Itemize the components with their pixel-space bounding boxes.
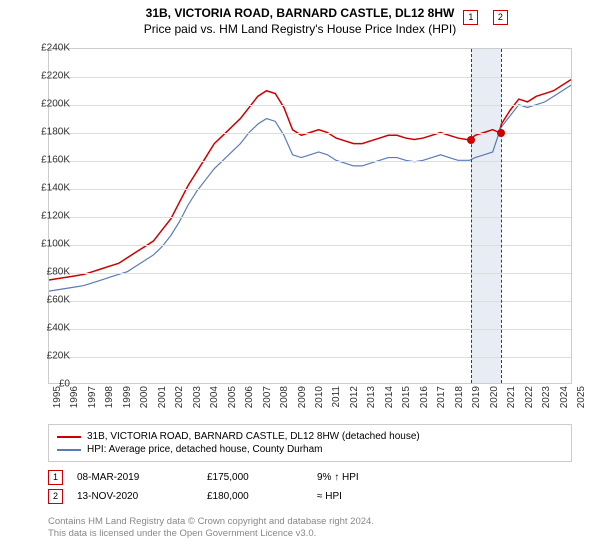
marker-line — [501, 49, 502, 383]
sale-dot — [497, 129, 505, 137]
x-axis-label: 2024 — [559, 386, 570, 408]
series-line-price_paid — [49, 80, 571, 280]
x-axis-label: 1997 — [87, 386, 98, 408]
x-axis-label: 2019 — [471, 386, 482, 408]
sales-price: £175,000 — [207, 472, 317, 483]
legend-item: 31B, VICTORIA ROAD, BARNARD CASTLE, DL12… — [57, 431, 563, 442]
gridline-h — [49, 357, 571, 358]
x-axis-label: 2023 — [541, 386, 552, 408]
x-axis-label: 2011 — [331, 386, 342, 408]
x-axis-label: 2010 — [314, 386, 325, 408]
gridline-h — [49, 217, 571, 218]
x-axis-label: 2005 — [227, 386, 238, 408]
x-axis-label: 2015 — [401, 386, 412, 408]
gridline-h — [49, 105, 571, 106]
legend-swatch — [57, 436, 81, 438]
x-axis-label: 2003 — [192, 386, 203, 408]
footer-line: This data is licensed under the Open Gov… — [48, 528, 572, 540]
y-axis-label: £80K — [26, 267, 70, 278]
sales-date: 08-MAR-2019 — [77, 472, 207, 483]
legend: 31B, VICTORIA ROAD, BARNARD CASTLE, DL12… — [48, 424, 572, 462]
x-axis-label: 2008 — [279, 386, 290, 408]
sales-delta: 9% ↑ HPI — [317, 472, 572, 483]
y-axis-label: £0 — [26, 379, 70, 390]
sales-row: 1 08-MAR-2019 £175,000 9% ↑ HPI — [48, 470, 572, 485]
y-axis-label: £160K — [26, 155, 70, 166]
gridline-h — [49, 77, 571, 78]
x-axis-label: 2022 — [524, 386, 535, 408]
y-axis-label: £240K — [26, 43, 70, 54]
x-axis-label: 2001 — [157, 386, 168, 408]
sales-date: 13-NOV-2020 — [77, 491, 207, 502]
chart-subtitle: Price paid vs. HM Land Registry's House … — [0, 22, 600, 36]
x-axis-label: 2006 — [244, 386, 255, 408]
sales-price: £180,000 — [207, 491, 317, 502]
x-axis-label: 2020 — [489, 386, 500, 408]
x-axis-label: 2007 — [262, 386, 273, 408]
x-axis-label: 2004 — [209, 386, 220, 408]
y-axis-label: £40K — [26, 323, 70, 334]
y-axis-label: £120K — [26, 211, 70, 222]
x-axis-label: 2025 — [576, 386, 587, 408]
sales-delta: ≈ HPI — [317, 491, 572, 502]
x-axis-label: 2018 — [454, 386, 465, 408]
sales-row: 2 13-NOV-2020 £180,000 ≈ HPI — [48, 489, 572, 504]
gridline-h — [49, 329, 571, 330]
x-axis-label: 2002 — [174, 386, 185, 408]
x-axis-label: 2017 — [436, 386, 447, 408]
x-axis-label: 1996 — [69, 386, 80, 408]
sale-dot — [467, 136, 475, 144]
x-axis-label: 2016 — [419, 386, 430, 408]
chart-title: 31B, VICTORIA ROAD, BARNARD CASTLE, DL12… — [0, 6, 600, 20]
footer-line: Contains HM Land Registry data © Crown c… — [48, 516, 572, 528]
sales-marker-box: 2 — [48, 489, 63, 504]
legend-item: HPI: Average price, detached house, Coun… — [57, 444, 563, 455]
marker-box: 2 — [493, 10, 508, 25]
x-axis-label: 2000 — [139, 386, 150, 408]
x-axis-label: 1999 — [122, 386, 133, 408]
x-axis-label: 2013 — [366, 386, 377, 408]
y-axis-label: £100K — [26, 239, 70, 250]
y-axis-label: £180K — [26, 127, 70, 138]
legend-swatch — [57, 449, 81, 451]
gridline-h — [49, 273, 571, 274]
legend-label: HPI: Average price, detached house, Coun… — [87, 444, 323, 455]
gridline-h — [49, 189, 571, 190]
sales-table: 1 08-MAR-2019 £175,000 9% ↑ HPI 2 13-NOV… — [48, 466, 572, 508]
chart-plot-area — [48, 48, 572, 384]
y-axis-label: £60K — [26, 295, 70, 306]
chart-lines-svg — [49, 49, 571, 383]
x-axis-label: 2012 — [349, 386, 360, 408]
gridline-h — [49, 245, 571, 246]
y-axis-label: £200K — [26, 99, 70, 110]
x-axis-label: 2009 — [297, 386, 308, 408]
marker-box: 1 — [463, 10, 478, 25]
gridline-h — [49, 161, 571, 162]
chart-title-block: 31B, VICTORIA ROAD, BARNARD CASTLE, DL12… — [0, 0, 600, 36]
x-axis-label: 2021 — [506, 386, 517, 408]
y-axis-label: £140K — [26, 183, 70, 194]
gridline-h — [49, 133, 571, 134]
gridline-h — [49, 301, 571, 302]
x-axis-label: 2014 — [384, 386, 395, 408]
legend-label: 31B, VICTORIA ROAD, BARNARD CASTLE, DL12… — [87, 431, 420, 442]
footer-attribution: Contains HM Land Registry data © Crown c… — [48, 516, 572, 541]
x-axis-label: 1998 — [104, 386, 115, 408]
marker-line — [471, 49, 472, 383]
sales-marker-box: 1 — [48, 470, 63, 485]
y-axis-label: £20K — [26, 351, 70, 362]
x-axis-label: 1995 — [52, 386, 63, 408]
y-axis-label: £220K — [26, 71, 70, 82]
